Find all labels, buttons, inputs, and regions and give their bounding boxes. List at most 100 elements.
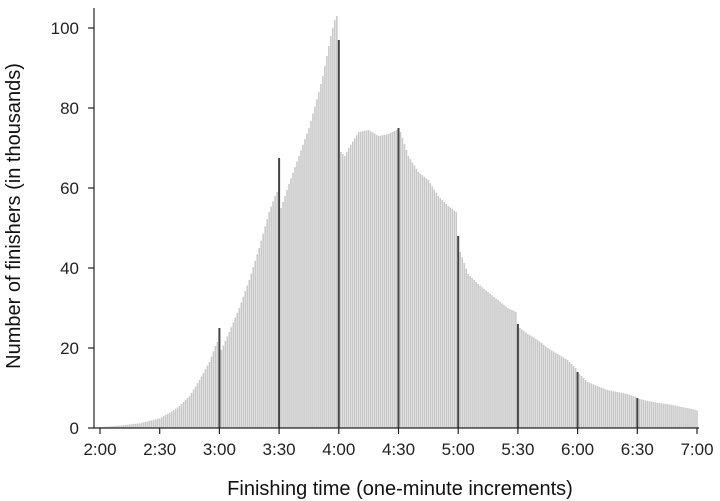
histogram-bar (413, 165, 416, 428)
histogram-bar (148, 420, 151, 428)
histogram-bar (437, 196, 440, 428)
histogram-bar (690, 408, 692, 428)
highlight-bar (278, 158, 281, 428)
histogram-bar (694, 409, 696, 428)
histogram-bar (298, 156, 300, 428)
histogram-bar (131, 424, 133, 428)
histogram-bar (652, 402, 654, 428)
histogram-bar (451, 209, 453, 428)
histogram-bar (507, 308, 509, 428)
histogram-bar (312, 113, 314, 428)
histogram-bar (590, 383, 593, 428)
histogram-bar (429, 183, 432, 428)
histogram-bar (146, 421, 149, 428)
histogram-bar (616, 392, 619, 428)
histogram-bar (170, 411, 173, 428)
histogram-bar (393, 131, 396, 428)
histogram-bar (129, 424, 131, 428)
histogram-bar (234, 317, 237, 428)
histogram-bar (334, 20, 336, 428)
histogram-bar (455, 212, 457, 428)
histogram-bar (688, 408, 690, 428)
histogram-bar (403, 144, 406, 428)
histogram-bar (423, 176, 426, 428)
histogram-bar (676, 406, 678, 428)
histogram-bar (256, 254, 258, 428)
histogram-bar (395, 130, 398, 428)
histogram-bar (166, 413, 169, 428)
histogram-bar (228, 332, 231, 428)
histogram-bar (592, 384, 595, 428)
histogram-bar (666, 404, 668, 428)
histogram-bar (499, 301, 501, 428)
histogram-bar (572, 366, 575, 428)
histogram-bar (162, 416, 165, 428)
histogram-bar (614, 391, 617, 428)
histogram-bar (511, 310, 513, 428)
histogram-bar (427, 180, 430, 428)
histogram-bar (407, 156, 410, 428)
histogram-bar (505, 306, 507, 428)
histogram-bar (306, 133, 308, 428)
y-tick-label: 60 (60, 179, 79, 198)
axes-layer (93, 8, 699, 429)
histogram-bar (668, 404, 670, 428)
histogram-bar (220, 350, 223, 428)
histogram-bar (342, 154, 344, 428)
histogram-bar (539, 341, 541, 428)
histogram-bar (208, 362, 211, 428)
histogram-bar (483, 288, 485, 428)
histogram-bar (210, 356, 213, 428)
histogram-bar (686, 408, 688, 428)
histogram-bar (566, 360, 569, 428)
histogram-bar (236, 312, 239, 428)
histogram-bar (527, 334, 529, 428)
histogram-bar (324, 66, 326, 428)
histogram-bar (481, 287, 483, 428)
histogram-bar (343, 156, 346, 428)
histogram-bar (578, 374, 581, 428)
histogram-bar (632, 396, 635, 428)
histogram-bar (491, 295, 493, 428)
histogram-bar (244, 291, 247, 428)
histogram-bar (212, 351, 215, 428)
histogram-bar (194, 386, 197, 428)
histogram-bar (425, 178, 428, 428)
histogram-bar (365, 130, 368, 428)
histogram-bar (113, 426, 115, 428)
histogram-bar (421, 175, 424, 428)
histogram-bar (624, 393, 627, 428)
histogram-bar (135, 423, 137, 428)
y-tick-label: 40 (60, 259, 79, 278)
histogram-bar (560, 356, 563, 428)
histogram-bar (495, 298, 497, 428)
y-tick-label: 100 (51, 19, 79, 38)
histogram-bar (105, 426, 107, 428)
histogram-bar (258, 248, 260, 428)
histogram-bar (533, 337, 535, 428)
histogram-bar (224, 341, 227, 428)
highlight-bar (576, 372, 579, 428)
histogram-bar (121, 425, 123, 428)
histogram-bar (519, 328, 521, 428)
histogram-bar (109, 426, 111, 428)
histogram-bar (347, 148, 350, 428)
histogram-bar (552, 351, 555, 428)
histogram-bar (475, 282, 477, 428)
histogram-bar (141, 422, 143, 428)
histogram-bar (433, 189, 436, 428)
histogram-bar (222, 345, 225, 428)
highlight-bar (218, 328, 221, 428)
histogram-bar (417, 172, 420, 428)
x-tick-label: 3:30 (263, 440, 296, 459)
histogram-bar (550, 350, 553, 428)
histogram-bar (232, 322, 235, 428)
histogram-bar (156, 418, 159, 428)
histogram-bar (262, 233, 264, 428)
histogram-bar (111, 426, 113, 428)
histogram-bar (658, 403, 660, 428)
histogram-bar (568, 362, 571, 428)
histogram-bar (509, 309, 511, 428)
histogram-bar (355, 135, 358, 428)
x-tick-label: 3:00 (203, 440, 236, 459)
